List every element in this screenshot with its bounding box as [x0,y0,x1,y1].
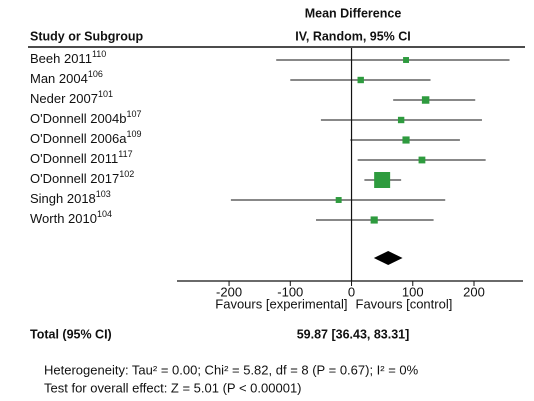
study-ref: 102 [119,169,134,179]
study-name: Singh 2018 [30,191,96,206]
study-label: Neder 2007101 [30,89,113,106]
study-ref: 110 [92,49,106,59]
study-label: O'Donnell 2011117 [30,149,133,166]
point-estimate [357,76,364,84]
overall-effect: Test for overall effect: Z = 5.01 (P < 0… [44,380,302,395]
header: Mean Difference [305,6,402,20]
study-ref: 107 [126,109,141,119]
study-name: O'Donnell 2011 [30,151,118,166]
point-estimate [374,172,391,188]
point-estimate [402,136,410,144]
heterogeneity: Heterogeneity: Tau² = 0.00; Chi² = 5.82,… [44,362,419,377]
x-tick-label: -100 [277,284,303,299]
x-tick-label: 100 [402,284,424,299]
x-tick-label: -200 [216,284,242,299]
point-estimate [397,116,405,124]
study-label: O'Donnell 2017102 [30,169,134,186]
total-diamond [373,251,403,265]
study-name: Man 2004 [30,71,88,86]
study-ref: 103 [96,189,111,199]
study-ref: 109 [126,129,141,139]
favours-left: Favours [experimental] [215,296,347,311]
x-tick-label: 200 [463,284,485,299]
point-estimate [335,197,342,203]
point-estimate [403,57,409,63]
x-tick-label: 0 [348,284,355,299]
study-ref: 104 [97,209,112,219]
column-left: Study or Subgroup [30,29,144,43]
study-label: Man 2004106 [30,69,103,86]
study-ref: 101 [98,89,113,99]
study-name: Worth 2010 [30,211,97,226]
favours-right: Favours [control] [356,296,453,311]
study-name: O'Donnell 2017 [30,171,119,186]
study-label: Beeh 2011110 [30,49,106,66]
study-label: Worth 2010104 [30,209,112,226]
point-estimate [418,156,426,164]
study-ref: 106 [88,69,103,79]
study-ref: 117 [118,149,132,159]
column-right: IV, Random, 95% CI [295,29,411,43]
study-label: Singh 2018103 [30,189,111,206]
study-label: O'Donnell 2006a109 [30,129,141,146]
total-label: Total (95% CI) [30,327,112,341]
study-name: Beeh 2011 [30,51,92,66]
study-name: Neder 2007 [30,91,98,106]
study-label: O'Donnell 2004b107 [30,109,141,126]
total-value: 59.87 [36.43, 83.31] [297,327,410,341]
study-name: O'Donnell 2004b [30,111,126,126]
point-estimate [421,96,430,104]
point-estimate [370,216,378,224]
study-name: O'Donnell 2006a [30,131,127,146]
